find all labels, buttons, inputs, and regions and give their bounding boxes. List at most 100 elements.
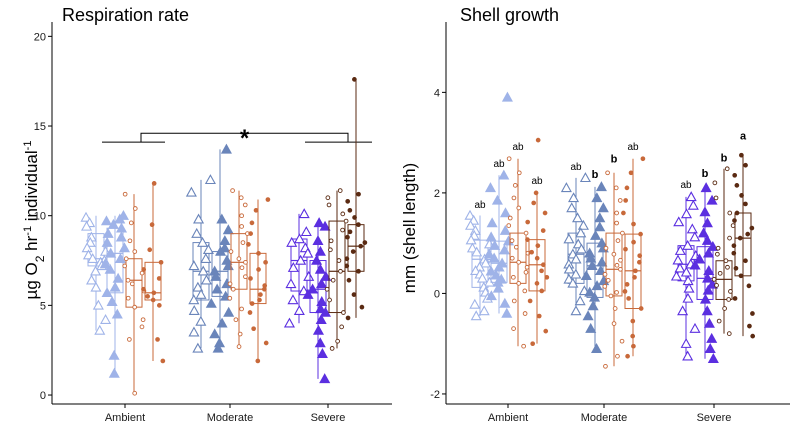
data-point [216, 317, 228, 328]
data-point [345, 315, 351, 321]
data-point [132, 206, 138, 211]
data-point [700, 182, 712, 193]
data-point [626, 296, 631, 301]
data-point [139, 324, 145, 330]
data-point [493, 261, 505, 272]
data-point [732, 296, 738, 301]
data-point [630, 318, 636, 324]
respiration-box-severe-4 [344, 77, 368, 321]
data-point [352, 215, 357, 220]
data-point [746, 283, 752, 289]
shell-growth-box-ambient-4: ab [525, 137, 550, 347]
data-point [513, 244, 519, 250]
data-point [743, 162, 748, 168]
data-point [141, 267, 147, 272]
data-point [590, 229, 602, 240]
data-point [618, 257, 623, 263]
data-point [527, 298, 533, 304]
data-point [632, 274, 637, 280]
data-point [314, 245, 326, 256]
data-point [480, 257, 492, 268]
data-point [101, 287, 113, 298]
data-point [727, 235, 732, 241]
data-point [701, 305, 713, 316]
data-point [703, 265, 715, 276]
data-point [568, 192, 580, 203]
data-point [605, 170, 610, 176]
data-point [319, 373, 331, 384]
data-point [577, 219, 589, 230]
data-point [506, 156, 512, 162]
data-point [286, 236, 298, 247]
data-point [625, 353, 630, 359]
data-point [222, 224, 234, 235]
data-point [579, 172, 591, 183]
data-point [575, 227, 587, 238]
data-point [570, 268, 582, 279]
data-point [501, 307, 513, 318]
shell-growth-title: Shell growth [460, 5, 559, 25]
data-point [287, 294, 299, 305]
data-point [615, 238, 621, 243]
data-point [612, 306, 618, 311]
significance-star: * [240, 125, 250, 152]
data-point [674, 262, 686, 273]
data-point [615, 353, 620, 359]
data-point [567, 277, 579, 288]
data-point [330, 277, 336, 283]
data-point [210, 270, 222, 281]
data-point [261, 286, 267, 292]
respiration-category-label: Moderate [207, 412, 253, 424]
shell-growth-box-moderate-4: ab [621, 142, 646, 359]
data-point [243, 259, 248, 265]
data-point [737, 235, 743, 241]
data-point [699, 293, 712, 304]
data-point [631, 343, 636, 349]
data-point [747, 323, 752, 329]
data-point [200, 274, 212, 285]
data-point [335, 338, 340, 344]
respiration-y-ticks: 0 5 10 15 20 [34, 31, 52, 402]
data-point [489, 239, 501, 250]
data-point [485, 265, 497, 276]
shell-growth-category-label: Ambient [488, 412, 528, 424]
data-point [86, 274, 98, 285]
respiration-box-ambient-3 [122, 191, 147, 396]
data-point [673, 216, 685, 227]
data-point [623, 198, 629, 203]
data-point [315, 278, 328, 289]
data-point [699, 206, 711, 217]
data-point [672, 254, 684, 265]
data-point [195, 288, 207, 299]
data-point [211, 283, 223, 294]
respiration-rate-title: Respiration rate [62, 5, 189, 25]
data-point [738, 273, 744, 279]
data-point [105, 247, 117, 258]
data-point [256, 267, 261, 272]
data-point [344, 256, 350, 262]
data-point [320, 270, 332, 281]
data-point [324, 286, 330, 292]
significance-letter: ab [680, 180, 692, 191]
data-point [141, 286, 146, 292]
data-point [114, 252, 126, 263]
data-point [570, 253, 582, 264]
data-point [575, 243, 587, 254]
significance-letter: b [611, 154, 618, 166]
data-point [123, 256, 129, 262]
data-point [237, 331, 243, 337]
data-point [637, 253, 643, 259]
respiration-x-ticks: Ambient Moderate Severe [105, 404, 345, 424]
data-point [345, 234, 350, 240]
data-point [127, 238, 133, 244]
data-point [115, 231, 127, 242]
respiration-box-moderate-1 [185, 174, 216, 353]
data-point [704, 342, 716, 353]
data-point [246, 242, 251, 247]
data-point [707, 353, 719, 363]
data-point [536, 313, 542, 319]
data-point [212, 342, 224, 353]
data-point [188, 305, 200, 315]
data-point [614, 210, 619, 216]
